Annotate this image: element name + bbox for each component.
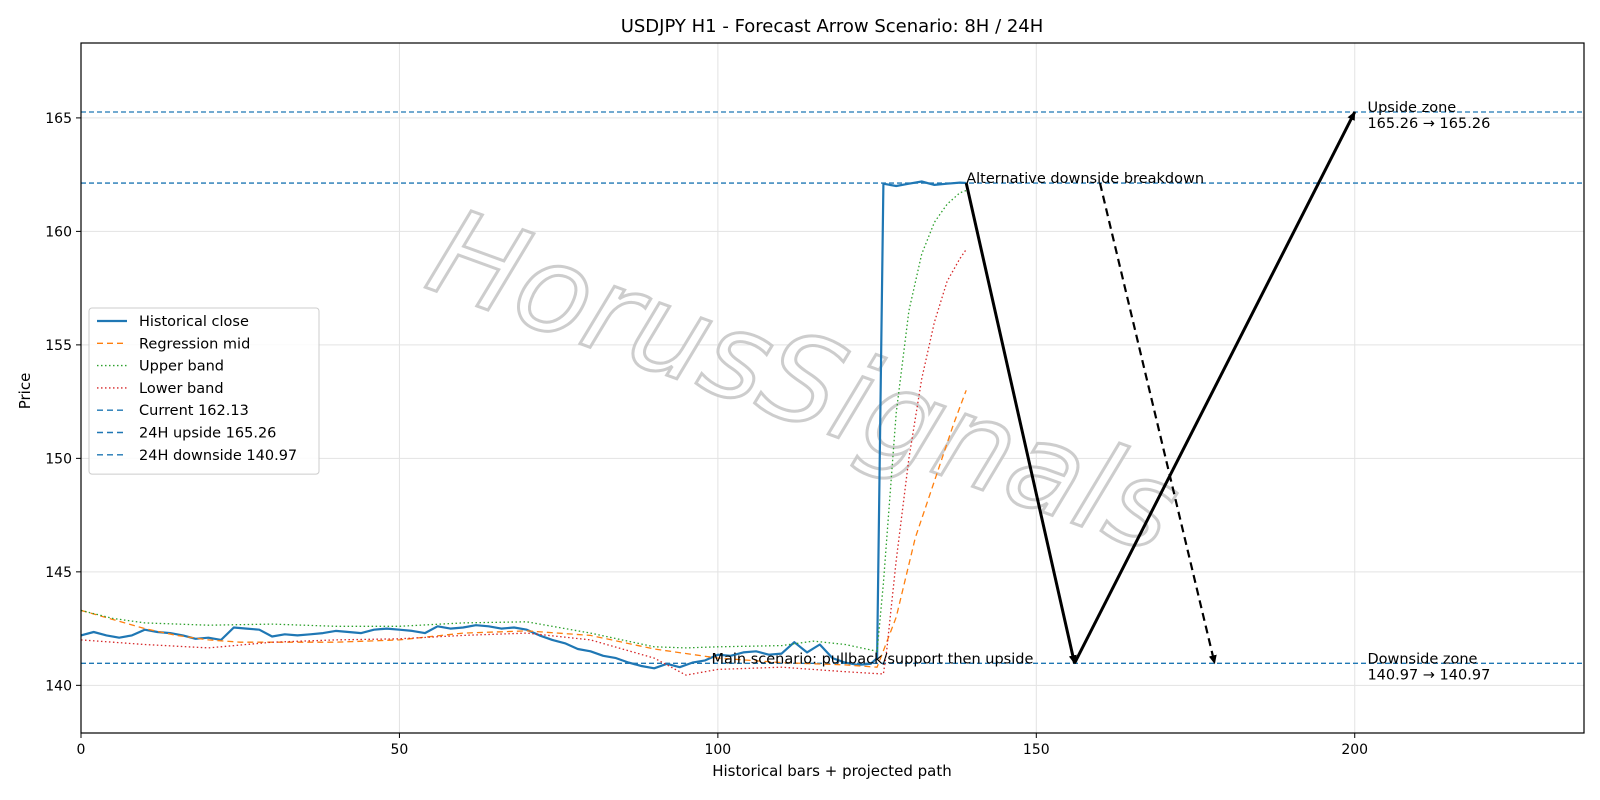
legend-label-6: 24H downside 140.97: [139, 448, 297, 464]
plot-frame: [80, 42, 1585, 734]
y-tick-label: 155: [45, 338, 72, 354]
forecast-arrow-2: [1098, 182, 1217, 665]
legend-label-0: Historical close: [139, 314, 249, 330]
y-tick-label: 140: [45, 678, 72, 694]
watermark-text: HorusSignals: [412, 183, 1195, 581]
annotation-3-line-0: Downside zone: [1367, 651, 1477, 667]
annotation-1-line-0: Main scenario: pullback/support then ups…: [711, 651, 1033, 667]
x-tick-label: 200: [1341, 742, 1368, 758]
legend: Historical close Regression mid Upper band…: [88, 307, 320, 475]
series-line-2: [81, 189, 967, 652]
legend-label-5: 24H upside 165.26: [139, 426, 276, 442]
plot-series-group: [81, 111, 1584, 676]
x-axis-label: Historical bars + projected path: [712, 762, 952, 780]
x-tick-label: 100: [704, 742, 731, 758]
series-line-0: [81, 180, 967, 670]
x-tick-label: 0: [77, 742, 86, 758]
legend-label-4: Current 162.13: [139, 403, 249, 419]
x-tick-label: 50: [391, 742, 409, 758]
forecast-arrow-0: [964, 182, 1077, 665]
forecast-arrow-1: [1073, 111, 1357, 664]
legend-label-1: Regression mid: [139, 336, 250, 352]
annotation-3-line-1: 140.97 → 140.97: [1367, 667, 1490, 683]
y-tick-label: 160: [45, 224, 72, 240]
annotation-2-line-1: 165.26 → 165.26: [1367, 116, 1490, 132]
y-tick-label: 165: [45, 111, 72, 127]
chart-title: USDJPY H1 - Forecast Arrow Scenario: 8H …: [621, 16, 1044, 37]
y-tick-label: 145: [45, 565, 72, 581]
legend-label-2: Upper band: [139, 359, 224, 375]
series-line-1: [81, 390, 967, 668]
legend-box: [88, 307, 320, 475]
legend-label-3: Lower band: [139, 381, 224, 397]
x-tick-label: 150: [1023, 742, 1050, 758]
annotation-0-line-0: Alternative downside breakdown: [966, 171, 1204, 187]
y-axis-label: Price: [16, 373, 34, 410]
y-tick-label: 150: [45, 451, 72, 467]
annotation-2-line-0: Upside zone: [1367, 100, 1456, 116]
series-line-3: [81, 249, 967, 676]
